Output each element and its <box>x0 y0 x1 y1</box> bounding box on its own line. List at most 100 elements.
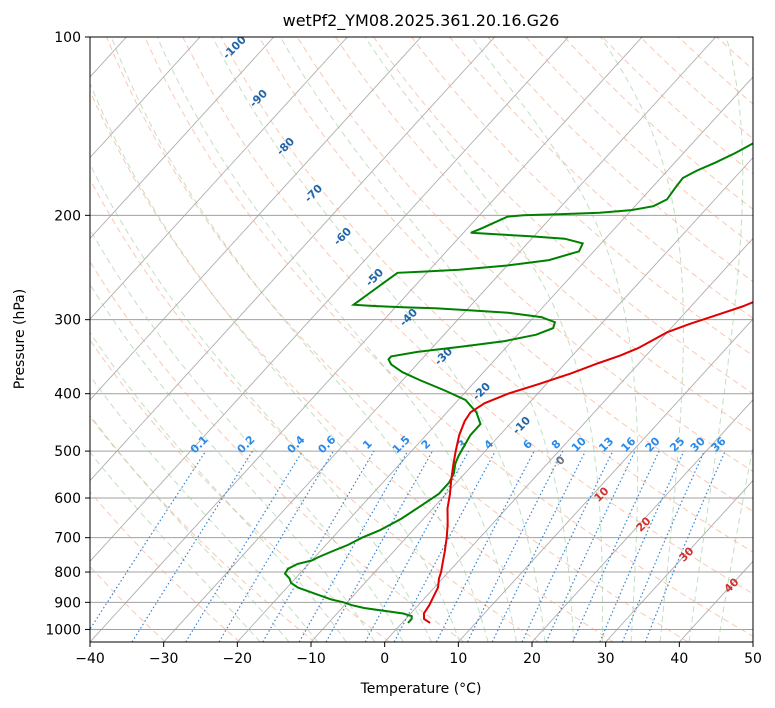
dry-adiabat-line <box>334 37 753 433</box>
x-axis-ticks: −40 −30 −20 −10 0 10 20 30 40 50 <box>75 642 762 667</box>
dry-adiabat-line <box>220 37 753 553</box>
y-tick-label: 800 <box>54 565 81 581</box>
mixing-ratio-line <box>393 450 496 642</box>
mixing-ratio-line <box>325 450 434 642</box>
temperature-line <box>422 301 753 624</box>
mixing-ratio-label: 0.6 <box>315 433 338 456</box>
moist-adiabat-line <box>364 37 603 642</box>
mixing-ratio-lines <box>90 450 726 642</box>
y-tick-label: 300 <box>54 313 81 329</box>
y-tick-label: 400 <box>54 387 81 403</box>
dry-adiabat-line <box>449 37 753 319</box>
moist-adiabat-line <box>600 37 684 642</box>
isotherm-line <box>90 37 496 482</box>
moist-adiabat-line <box>156 37 517 642</box>
isotherm-line <box>384 237 753 642</box>
y-axis-label: Pressure (hPa) <box>12 289 28 389</box>
moist-adiabat-line <box>90 331 347 642</box>
moist-adiabat-line <box>471 37 639 642</box>
dry-adiabat-label: -40 <box>397 306 420 329</box>
moist-adiabat-line <box>90 163 432 642</box>
dry-adiabat-label: -50 <box>363 266 386 289</box>
x-tick-label: 0 <box>380 651 389 667</box>
y-axis-ticks: 100 200 300 400 500 600 700 800 900 1000 <box>45 30 90 638</box>
x-tick-label: −20 <box>223 651 253 667</box>
mixing-ratio-label: 0.4 <box>285 433 308 456</box>
dry-adiabat-line <box>90 491 241 642</box>
isobar-lines <box>90 37 753 630</box>
x-tick-label: 40 <box>670 651 688 667</box>
dry-adiabat-lines <box>90 37 775 642</box>
mixing-ratio-line <box>621 450 705 642</box>
dry-adiabat-line <box>373 37 753 395</box>
mixing-ratio-line <box>262 450 375 642</box>
dry-adiabat-line <box>487 37 753 283</box>
moist-adiabat-line <box>717 443 753 642</box>
y-tick-label: 100 <box>54 30 81 46</box>
mixing-ratio-line <box>90 450 207 631</box>
moist-adiabat-line <box>688 37 744 642</box>
moist-adiabat-line <box>90 451 261 642</box>
chart-title: wetPf2_YM08.2025.361.20.16.G26 <box>283 11 560 31</box>
dry-adiabat-line <box>90 260 465 642</box>
isotherm-line <box>752 641 753 642</box>
dry-adiabat-label: -80 <box>274 135 297 158</box>
mixing-ratio-label: 2 <box>419 437 434 452</box>
mixing-ratio-line <box>131 450 254 642</box>
y-tick-label: 200 <box>54 208 81 224</box>
x-axis-label: Temperature (°C) <box>360 681 482 697</box>
isotherm-line <box>90 37 422 401</box>
dry-adiabat-line <box>525 37 753 246</box>
dry-adiabat-line <box>258 37 753 513</box>
dry-adiabat-line <box>106 37 689 642</box>
mixing-ratio-line <box>218 450 334 642</box>
background-line-labels: -100-90-80-70-60-50-40-30-20-100.1 0.2 0.4… <box>188 37 742 596</box>
x-tick-label: −30 <box>149 651 179 667</box>
dry-adiabat-line <box>716 37 753 71</box>
mixing-ratio-line <box>185 450 304 642</box>
dry-adiabat-label: -90 <box>247 87 270 110</box>
isotherm-line <box>531 399 753 642</box>
mixing-ratio-line <box>644 450 726 642</box>
x-tick-label: 30 <box>597 651 615 667</box>
mixing-ratio-line <box>364 450 470 642</box>
mixing-ratio-label: 0.1 <box>188 433 211 456</box>
moist-adiabat-line <box>212 37 546 642</box>
moist-adiabat-line <box>110 37 489 642</box>
moist-adiabat-line <box>90 228 404 642</box>
isotherm-line <box>458 318 753 642</box>
moist-adiabat-line <box>90 374 319 642</box>
y-tick-label: 500 <box>54 444 81 460</box>
moist-adiabat-label: 10 <box>592 484 612 504</box>
dry-adiabat-label: -70 <box>302 182 325 205</box>
isotherm-line <box>90 37 569 562</box>
dry-adiabat-line <box>90 565 166 642</box>
y-tick-label: 900 <box>54 595 81 611</box>
mixing-ratio-line <box>491 450 586 642</box>
y-tick-label: 1000 <box>45 622 81 638</box>
x-tick-label: 10 <box>449 651 467 667</box>
isotherm-line <box>605 479 753 642</box>
isotherm-line <box>90 37 201 159</box>
mixing-ratio-label: 1.5 <box>390 433 413 456</box>
mixing-ratio-label: 13 <box>596 435 616 455</box>
x-tick-label: −40 <box>75 651 105 667</box>
plot-area: -100-90-80-70-60-50-40-30-20-100.1 0.2 0.4… <box>90 37 775 642</box>
mixing-ratio-line <box>545 450 636 642</box>
dry-adiabat-line <box>182 37 753 595</box>
mixing-ratio-line <box>572 450 660 642</box>
dry-adiabat-line <box>144 37 753 637</box>
x-tick-label: 50 <box>744 651 762 667</box>
isotherm-lines <box>90 37 753 642</box>
dry-adiabat-line <box>755 37 775 642</box>
isotherm-line <box>163 37 717 642</box>
isotherm-line <box>90 37 643 642</box>
moist-adiabat-lines <box>90 37 753 642</box>
x-tick-label: −10 <box>296 651 326 667</box>
y-tick-label: 600 <box>54 491 81 507</box>
moist-adiabat-line <box>90 82 461 642</box>
mixing-ratio-label: 1 <box>360 437 375 452</box>
mixing-ratio-label: 8 <box>549 437 564 452</box>
moist-adiabat-line <box>90 283 376 642</box>
